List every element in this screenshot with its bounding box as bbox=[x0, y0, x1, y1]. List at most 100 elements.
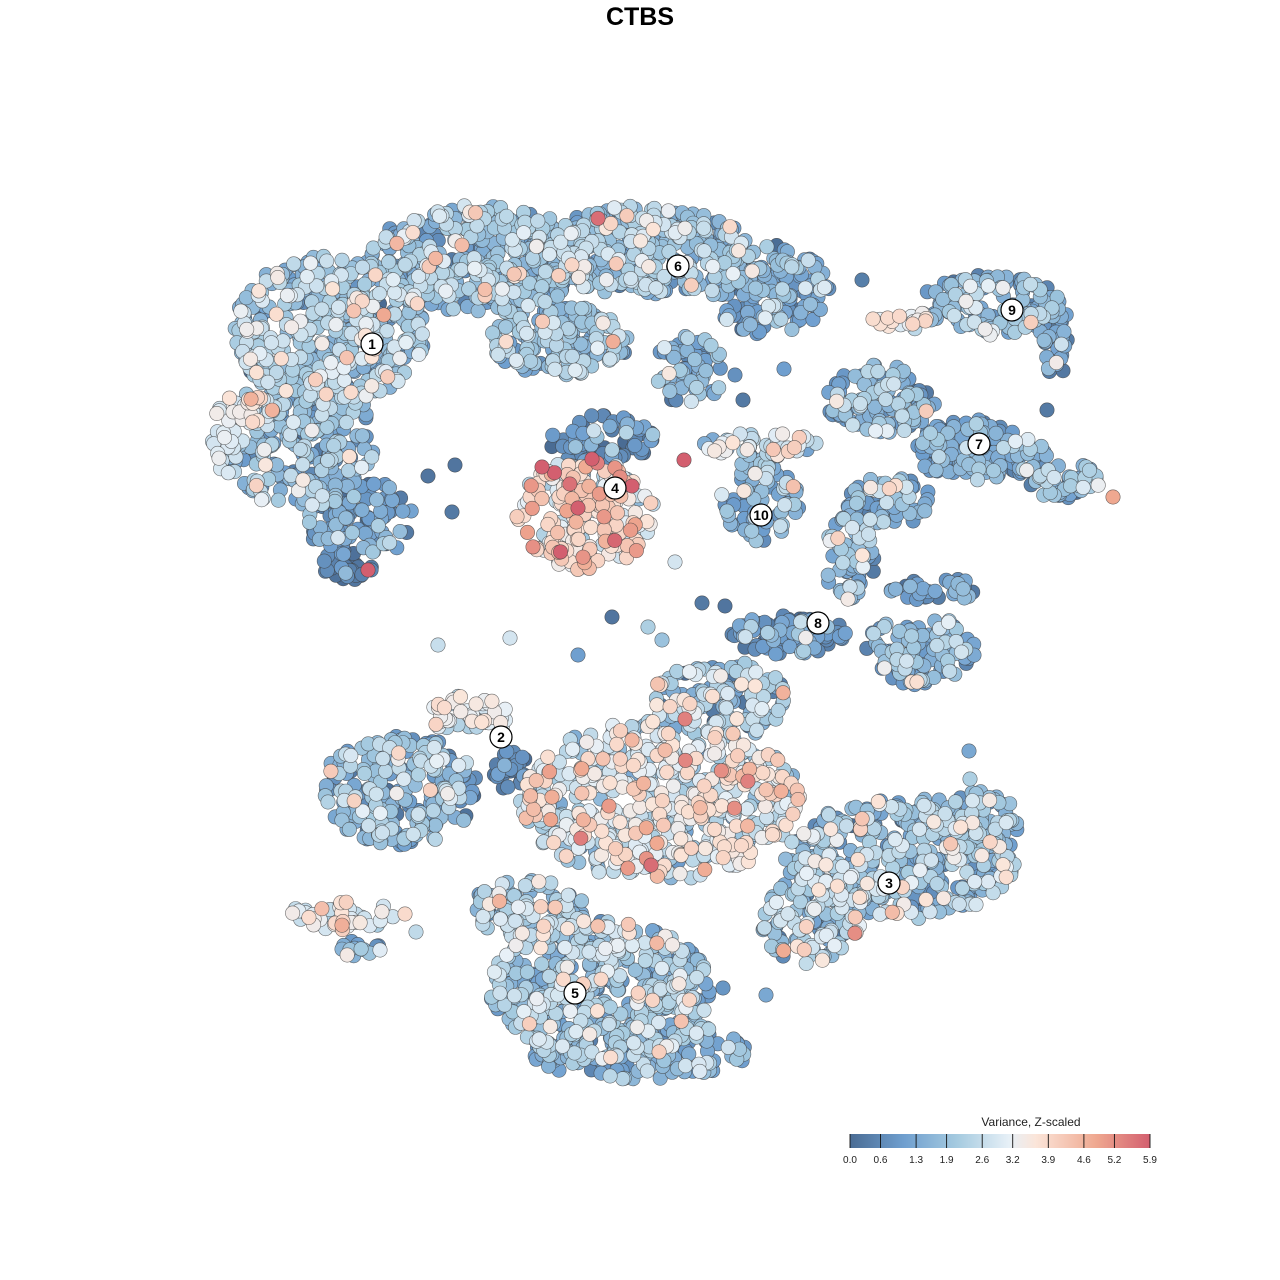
data-point bbox=[508, 352, 524, 368]
data-point bbox=[875, 514, 891, 530]
data-point bbox=[799, 865, 815, 881]
data-point bbox=[410, 806, 426, 822]
data-point bbox=[694, 595, 710, 611]
data-point bbox=[719, 311, 735, 327]
data-point bbox=[541, 968, 557, 984]
data-point bbox=[610, 937, 626, 953]
data-point bbox=[852, 396, 868, 412]
data-point bbox=[717, 598, 733, 614]
data-point bbox=[354, 459, 370, 475]
data-point bbox=[581, 944, 597, 960]
data-point bbox=[878, 391, 894, 407]
data-point bbox=[387, 285, 403, 301]
data-point bbox=[683, 393, 699, 409]
data-point bbox=[904, 628, 920, 644]
data-point bbox=[654, 632, 670, 648]
data-point bbox=[677, 1058, 693, 1074]
data-point bbox=[696, 243, 712, 259]
data-point bbox=[748, 664, 764, 680]
data-point bbox=[554, 1038, 570, 1054]
data-point bbox=[816, 279, 832, 295]
data-point bbox=[835, 555, 851, 571]
data-point bbox=[411, 346, 427, 362]
data-point bbox=[759, 239, 775, 255]
data-point bbox=[346, 489, 362, 505]
data-point bbox=[902, 578, 918, 594]
data-point bbox=[602, 418, 618, 434]
data-point bbox=[537, 294, 553, 310]
data-point bbox=[922, 425, 938, 441]
data-point bbox=[573, 893, 589, 909]
data-point bbox=[299, 269, 315, 285]
data-point bbox=[372, 942, 388, 958]
data-point bbox=[948, 794, 964, 810]
data-point bbox=[301, 514, 317, 530]
data-point bbox=[369, 492, 385, 508]
data-point bbox=[304, 497, 320, 513]
data-point bbox=[453, 262, 469, 278]
data-point bbox=[381, 254, 397, 270]
data-point bbox=[798, 955, 814, 971]
data-point bbox=[1007, 433, 1023, 449]
data-point bbox=[711, 380, 727, 396]
data-point bbox=[447, 457, 463, 473]
data-point bbox=[998, 815, 1014, 831]
data-point bbox=[375, 751, 391, 767]
data-point bbox=[796, 643, 812, 659]
data-point bbox=[680, 330, 696, 346]
data-point bbox=[757, 310, 773, 326]
data-point bbox=[793, 614, 809, 630]
data-point bbox=[384, 492, 400, 508]
data-point bbox=[916, 797, 932, 813]
data-point bbox=[887, 832, 903, 848]
data-point bbox=[1063, 478, 1079, 494]
data-point bbox=[688, 1025, 704, 1041]
data-point bbox=[496, 757, 512, 773]
data-point bbox=[425, 803, 441, 819]
data-point bbox=[254, 492, 270, 508]
data-point bbox=[604, 442, 620, 458]
data-point bbox=[754, 701, 770, 717]
data-point bbox=[343, 747, 359, 763]
data-point bbox=[382, 535, 398, 551]
data-point bbox=[703, 337, 719, 353]
data-point bbox=[768, 894, 784, 910]
data-point bbox=[356, 765, 372, 781]
data-point bbox=[378, 763, 394, 779]
data-point bbox=[951, 896, 967, 912]
data-point bbox=[604, 609, 620, 625]
data-point bbox=[967, 874, 983, 890]
data-point bbox=[772, 518, 788, 534]
data-point bbox=[456, 812, 472, 828]
data-point bbox=[602, 351, 618, 367]
data-point bbox=[292, 441, 308, 457]
data-point bbox=[372, 805, 388, 821]
data-point bbox=[704, 282, 720, 298]
data-point bbox=[545, 427, 561, 443]
data-point bbox=[330, 530, 346, 546]
data-point bbox=[749, 722, 765, 738]
data-point bbox=[560, 887, 576, 903]
data-point bbox=[354, 259, 370, 275]
data-point bbox=[718, 700, 734, 716]
data-point bbox=[570, 647, 586, 663]
data-point bbox=[547, 361, 563, 377]
data-point bbox=[768, 646, 784, 662]
data-point bbox=[534, 279, 550, 295]
data-point bbox=[899, 653, 915, 669]
data-point bbox=[338, 510, 354, 526]
data-point bbox=[773, 311, 789, 327]
data-point bbox=[929, 876, 945, 892]
data-point bbox=[498, 208, 514, 224]
data-point bbox=[968, 416, 984, 432]
data-point bbox=[564, 348, 580, 364]
data-point bbox=[590, 340, 606, 356]
data-point bbox=[485, 325, 501, 341]
data-point bbox=[567, 439, 583, 455]
data-point bbox=[602, 1068, 618, 1084]
data-point bbox=[940, 614, 956, 630]
data-point bbox=[430, 637, 446, 653]
data-point bbox=[354, 428, 370, 444]
data-point bbox=[326, 438, 342, 454]
data-point bbox=[260, 374, 276, 390]
